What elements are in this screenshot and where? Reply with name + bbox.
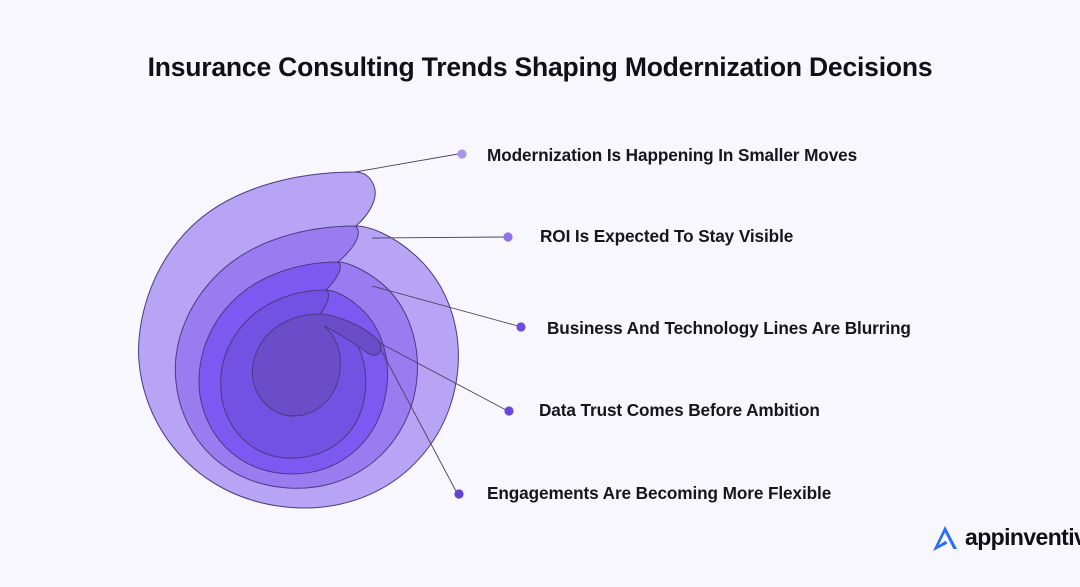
leader-line-1 bbox=[354, 153, 459, 173]
leader-line-4 bbox=[377, 341, 507, 411]
leader-dot-1 bbox=[457, 149, 467, 159]
leader-line-5 bbox=[379, 347, 458, 494]
leader-dot-5 bbox=[454, 489, 464, 499]
trend-label-3: Business And Technology Lines Are Blurri… bbox=[547, 318, 911, 338]
leader-dot-3 bbox=[516, 322, 526, 332]
leader-dot-4 bbox=[504, 406, 514, 416]
trend-label-1: Modernization Is Happening In Smaller Mo… bbox=[487, 145, 858, 165]
trend-label-2: ROI Is Expected To Stay Visible bbox=[540, 226, 794, 246]
appinventiv-logo-text: appinventiv bbox=[965, 524, 1080, 550]
trend-label-5: Engagements Are Becoming More Flexible bbox=[487, 483, 832, 503]
page-title: Insurance Consulting Trends Shaping Mode… bbox=[147, 52, 933, 82]
leader-line-2 bbox=[371, 236, 505, 239]
spiral-band-5 bbox=[252, 313, 382, 417]
appinventiv-logo-icon bbox=[933, 526, 957, 551]
trend-label-4: Data Trust Comes Before Ambition bbox=[539, 400, 820, 420]
leader-line-3 bbox=[371, 285, 519, 327]
leader-dot-2 bbox=[503, 232, 513, 242]
appinventiv-logo: appinventiv bbox=[928, 521, 1080, 555]
